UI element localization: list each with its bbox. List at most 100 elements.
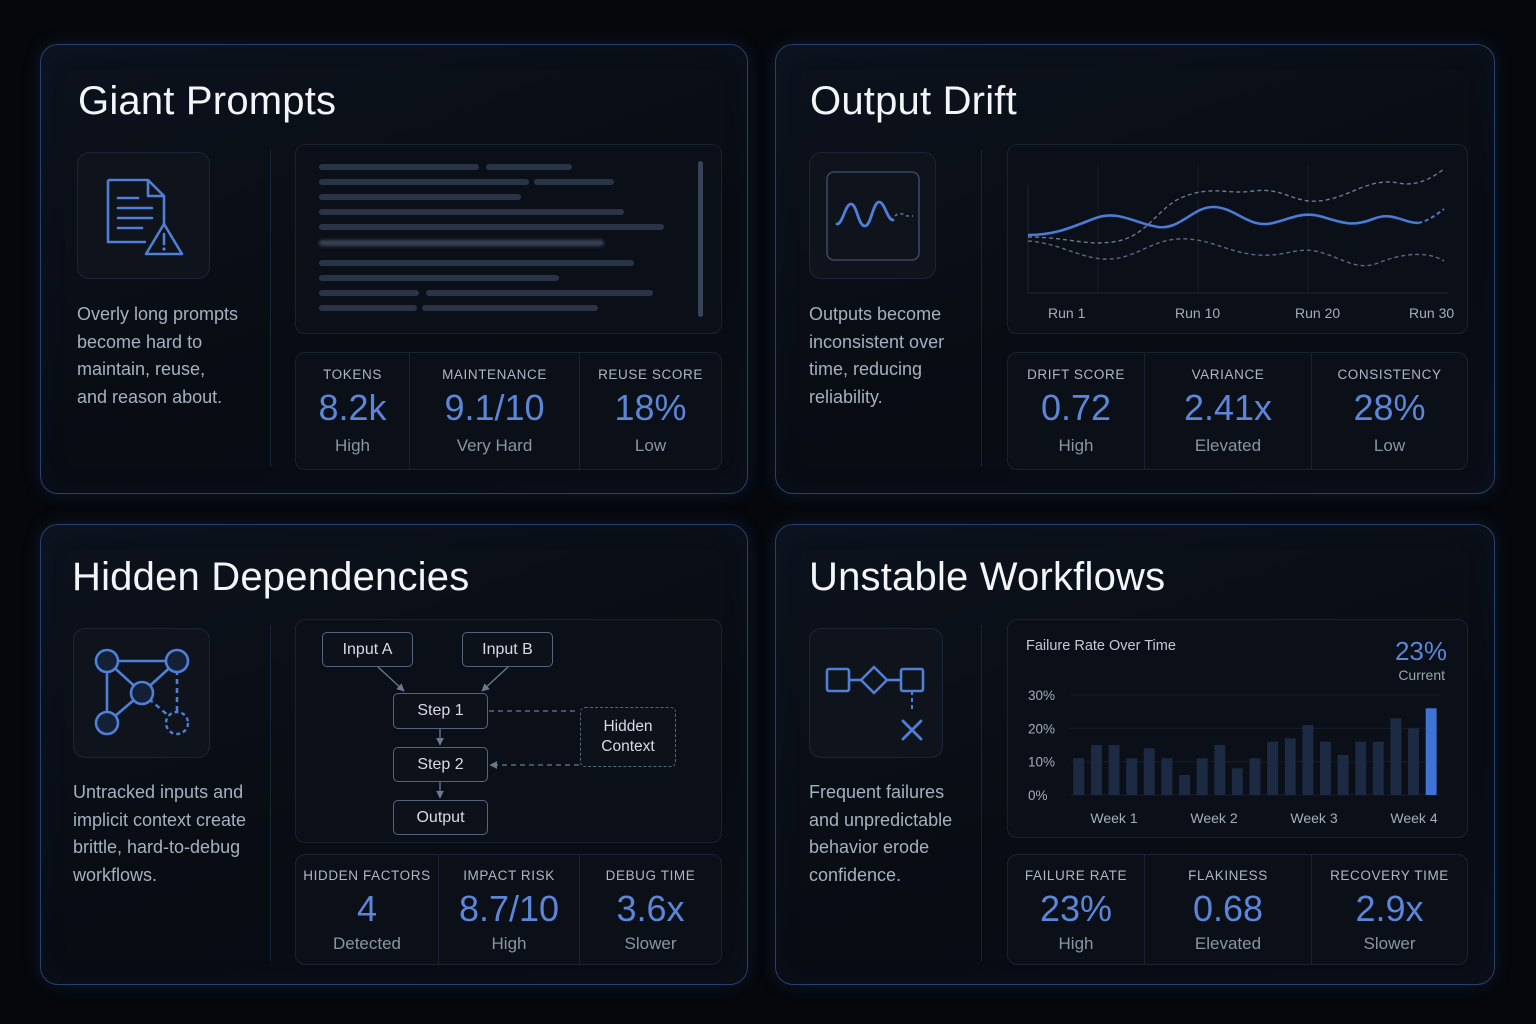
metric-label: RECOVERY TIME <box>1330 868 1449 883</box>
metric-value: 0.72 <box>1040 387 1112 428</box>
metric-value: 9.1/10 <box>444 387 545 428</box>
text-line <box>319 194 521 200</box>
bar <box>1337 755 1349 795</box>
lower-bound-line <box>1027 238 1445 267</box>
metric-value: 0.68 <box>1192 888 1264 929</box>
bar <box>1390 718 1402 795</box>
divider <box>981 149 982 467</box>
metric-variance: VARIANCE 2.41x Elevated <box>1145 353 1312 469</box>
node-step-2[interactable]: Step 2 <box>393 747 488 782</box>
metric-consistency: CONSISTENCY 28% Low <box>1312 353 1467 469</box>
text-line <box>534 179 614 185</box>
bar <box>1091 745 1102 795</box>
text-line <box>319 305 417 311</box>
metric-label: IMPACT RISK <box>463 868 555 883</box>
node-input-b[interactable]: Input B <box>462 632 553 667</box>
metric-sub: Elevated <box>1194 934 1262 953</box>
dependency-diagram: Input A Input B Step 1 Step 2 Output Hid… <box>295 619 722 843</box>
metric-flakiness: FLAKINESS 0.68 Elevated <box>1145 855 1312 964</box>
metric-sub: High <box>335 436 370 455</box>
bar-current <box>1425 708 1437 795</box>
upper-bound-line <box>1027 168 1445 244</box>
card-title: Unstable Workflows <box>809 555 1166 599</box>
metric-sub: Detected <box>332 934 402 953</box>
hidden-dependencies-card: Hidden Dependencies Untracked inputs and… <box>40 524 748 985</box>
x-axis-label: Week 1 <box>1090 810 1137 826</box>
metric-label: CONSISTENCY <box>1337 367 1442 382</box>
text-line <box>319 275 559 281</box>
x-axis-label: Run 30 <box>1409 305 1455 321</box>
y-tick-label: 30% <box>1028 688 1055 703</box>
bar <box>1161 758 1173 795</box>
metric-sub: Slower <box>624 934 677 953</box>
x-axis-label: Run 1 <box>1048 305 1086 321</box>
text-line <box>319 209 624 215</box>
x-axis-label: Week 2 <box>1190 810 1237 826</box>
bar <box>1108 745 1120 795</box>
network-graph-icon <box>94 648 189 736</box>
text-line-blurred <box>319 240 604 246</box>
metric-value: 2.41x <box>1183 387 1273 428</box>
card-title: Giant Prompts <box>78 79 337 123</box>
bar <box>1249 758 1261 795</box>
node-input-a[interactable]: Input A <box>322 632 413 667</box>
bar <box>1126 758 1138 795</box>
metric-value: 28% <box>1353 387 1426 428</box>
scrollbar[interactable] <box>698 161 703 317</box>
unstable-workflows-card: Unstable Workflows Frequent failures and… <box>775 524 1495 985</box>
text-line <box>426 290 653 296</box>
text-line <box>422 305 598 311</box>
giant-prompts-card: Giant Prompts Overly long prompts become… <box>40 44 748 494</box>
y-tick-label: 10% <box>1028 755 1055 770</box>
card-description: Frequent failures and unpredictable beha… <box>809 782 953 885</box>
bar <box>1302 725 1314 795</box>
current-value: 23% <box>1394 636 1447 666</box>
diagram-connectors <box>377 666 579 799</box>
metric-drift-score: DRIFT SCORE 0.72 High <box>1008 353 1145 469</box>
metric-label: REUSE SCORE <box>598 367 703 382</box>
metric-hidden-factors: HIDDEN FACTORS 4 Detected <box>296 855 439 964</box>
bar-chart: 30% 20% 10% 0% Week 1 Week 2 Week 3 Week 4 <box>1028 688 1440 826</box>
bar <box>1408 728 1419 795</box>
bar <box>1179 775 1190 795</box>
metrics-row: DRIFT SCORE 0.72 High VARIANCE 2.41x Ele… <box>1007 352 1468 470</box>
metrics-row: FAILURE RATE 23% High FLAKINESS 0.68 Ele… <box>1007 854 1468 965</box>
metric-impact-risk: IMPACT RISK 8.7/10 High <box>439 855 580 964</box>
x-axis-label: Run 20 <box>1295 305 1341 321</box>
text-line <box>319 164 479 170</box>
waveform-icon <box>825 170 920 261</box>
metric-value: 23% <box>1039 888 1113 929</box>
card-description: Overly long prompts become hard to maint… <box>77 304 239 407</box>
metric-sub: High <box>1058 934 1094 953</box>
x-axis-label: Run 10 <box>1175 305 1221 321</box>
chart-title: Failure Rate Over Time <box>1026 638 1176 654</box>
metric-value: 2.9x <box>1355 888 1424 929</box>
y-tick-label: 0% <box>1028 788 1048 803</box>
metric-label: DRIFT SCORE <box>1027 367 1125 382</box>
node-step-1[interactable]: Step 1 <box>393 693 488 729</box>
hidden-context-line-2: Context <box>601 738 655 755</box>
metric-debug-time: DEBUG TIME 3.6x Slower <box>580 855 721 964</box>
text-line <box>319 260 634 266</box>
node-hidden-context[interactable]: Hidden Context <box>580 707 676 767</box>
text-line <box>319 290 419 296</box>
bar <box>1196 758 1208 795</box>
bar <box>1231 768 1243 795</box>
icon-container <box>77 152 210 279</box>
document-warning-icon <box>106 178 183 255</box>
metric-reuse-score: REUSE SCORE 18% Low <box>580 353 721 469</box>
text-line <box>486 164 572 170</box>
metric-sub: High <box>1058 436 1094 455</box>
actual-line <box>1027 205 1419 237</box>
metric-value: 4 <box>356 888 378 929</box>
node-output[interactable]: Output <box>393 800 488 835</box>
bar <box>1320 741 1331 795</box>
metric-sub: Elevated <box>1194 436 1262 455</box>
bar <box>1372 741 1384 795</box>
bar <box>1284 738 1296 795</box>
failure-rate-chart: Failure Rate Over Time 23% Current 30% 20… <box>1007 619 1468 838</box>
metric-label: MAINTENANCE <box>442 367 547 382</box>
actual-line-dashed <box>1417 208 1445 224</box>
metric-label: FAILURE RATE <box>1024 868 1128 883</box>
x-axis-label: Week 4 <box>1390 810 1437 826</box>
